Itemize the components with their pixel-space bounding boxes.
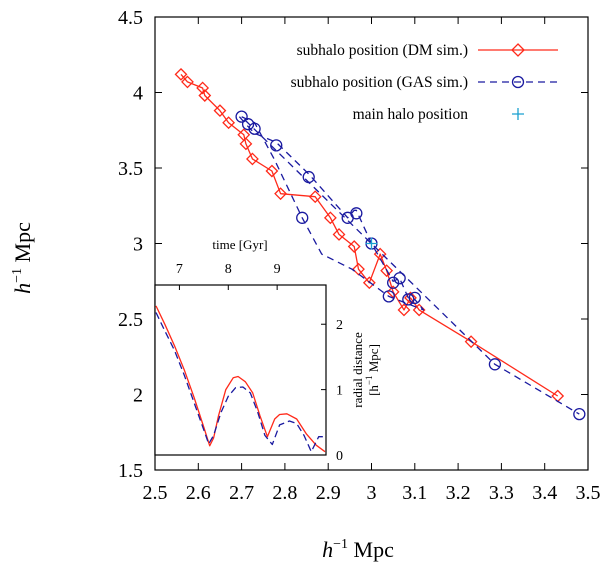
data-point-diamond [265, 164, 279, 178]
y-tick-label: 1.5 [118, 460, 143, 482]
legend-label-dm: subhalo position (DM sim.) [297, 42, 468, 59]
x-tick-label: 3.2 [446, 482, 471, 504]
data-point-circle [248, 122, 261, 135]
data-point-diamond [196, 81, 210, 95]
x-tick-label: 2.9 [316, 482, 341, 504]
x-tick-label: 3.4 [532, 482, 557, 504]
data-point-circle [350, 207, 363, 220]
series-line [180, 73, 559, 397]
data-point-circle [402, 293, 415, 306]
data-point-diamond [174, 67, 188, 81]
inset-series-line-0 [155, 305, 326, 453]
legend-label-main: main halo position [353, 106, 469, 123]
x-tick-label: 3.3 [489, 482, 514, 504]
inset-x-tick-label: 8 [225, 262, 232, 277]
inset-top-xlabel: time [Gyr] [212, 237, 267, 252]
y-tick-label: 4.5 [118, 7, 143, 29]
x-axis-label: h−1 Mpc [322, 537, 394, 562]
data-point-diamond [239, 137, 253, 151]
inset-x-tick-label: 9 [274, 262, 281, 277]
data-point-diamond [213, 104, 227, 118]
data-point-diamond [332, 228, 346, 241]
y-tick-label: 3.5 [118, 158, 143, 180]
data-point-circle [408, 291, 421, 305]
data-point-diamond [464, 335, 478, 349]
data-point-diamond [198, 89, 212, 102]
data-point-circle [235, 110, 248, 123]
x-tick-label: 2.6 [186, 482, 211, 504]
data-point-circle [241, 118, 255, 131]
x-tick-label: 3 [367, 482, 377, 504]
inset-y-tick-label: 1 [336, 384, 343, 399]
legend-marker-gas [511, 75, 525, 89]
y-tick-label: 4 [133, 83, 143, 105]
data-point-circle [386, 276, 400, 289]
inset-y-tick-label: 0 [336, 449, 343, 464]
data-point-diamond [274, 187, 287, 201]
main-tick-labels: 2.5 2.6 2.7 2.8 2.9 3 3.1 3.2 3.3 3.4 3.5 1.5 2 2.5 3 3… [118, 7, 601, 504]
inset-ticks: 7 8 9 0 1 2 [176, 262, 343, 464]
y-tick-label: 2.5 [118, 309, 143, 331]
inset-series-group [155, 305, 326, 453]
data-point-diamond [362, 276, 376, 290]
data-point-diamond [323, 211, 337, 225]
x-tick-label: 2.8 [272, 482, 297, 504]
x-tick-label: 2.5 [143, 482, 168, 504]
inset-frame [154, 284, 327, 456]
legend-marker-main [512, 108, 524, 120]
data-point-diamond [246, 152, 259, 166]
data-point-diamond [181, 75, 194, 89]
x-tick-label: 3.5 [576, 482, 601, 504]
data-point-plus [365, 237, 378, 250]
y-tick-label: 3 [133, 234, 143, 256]
data-point-circle [393, 272, 406, 285]
series-2 [365, 237, 378, 250]
x-tick-label: 2.7 [229, 482, 254, 504]
series-line [238, 116, 580, 415]
data-point-circle [573, 407, 586, 421]
x-tick-label: 3.1 [402, 482, 427, 504]
inset-series-line-1 [155, 312, 325, 453]
data-point-diamond [347, 240, 361, 253]
data-point-diamond [222, 116, 236, 130]
y-tick-label: 2 [133, 385, 143, 407]
legend-label-gas: subhalo position (GAS sim.) [291, 74, 468, 91]
inset-y-tick-label: 2 [336, 318, 343, 333]
inset-x-tick-label: 7 [176, 262, 183, 277]
main-series-group [174, 67, 586, 421]
legend: subhalo position (DM sim.) subhalo posit… [291, 42, 558, 123]
data-point-circle [382, 290, 395, 303]
inset-ylabel-line1: radial distance [350, 332, 365, 408]
data-point-circle [302, 170, 315, 184]
data-point-diamond [397, 303, 411, 317]
data-point-circle [488, 358, 502, 371]
inset-ylabel-line2: [h−1 Mpc] [364, 344, 381, 396]
y-axis-label: h−1 Mpc [10, 222, 35, 294]
data-point-circle [270, 139, 283, 152]
data-point-circle [296, 211, 309, 224]
data-point-diamond [386, 285, 400, 299]
data-point-diamond [308, 190, 322, 204]
inset-chart: 7 8 9 0 1 2 time [Gyr] radial distance [h−1 M… [154, 237, 381, 464]
legend-marker-dm [511, 43, 525, 57]
data-point-diamond [380, 264, 394, 278]
